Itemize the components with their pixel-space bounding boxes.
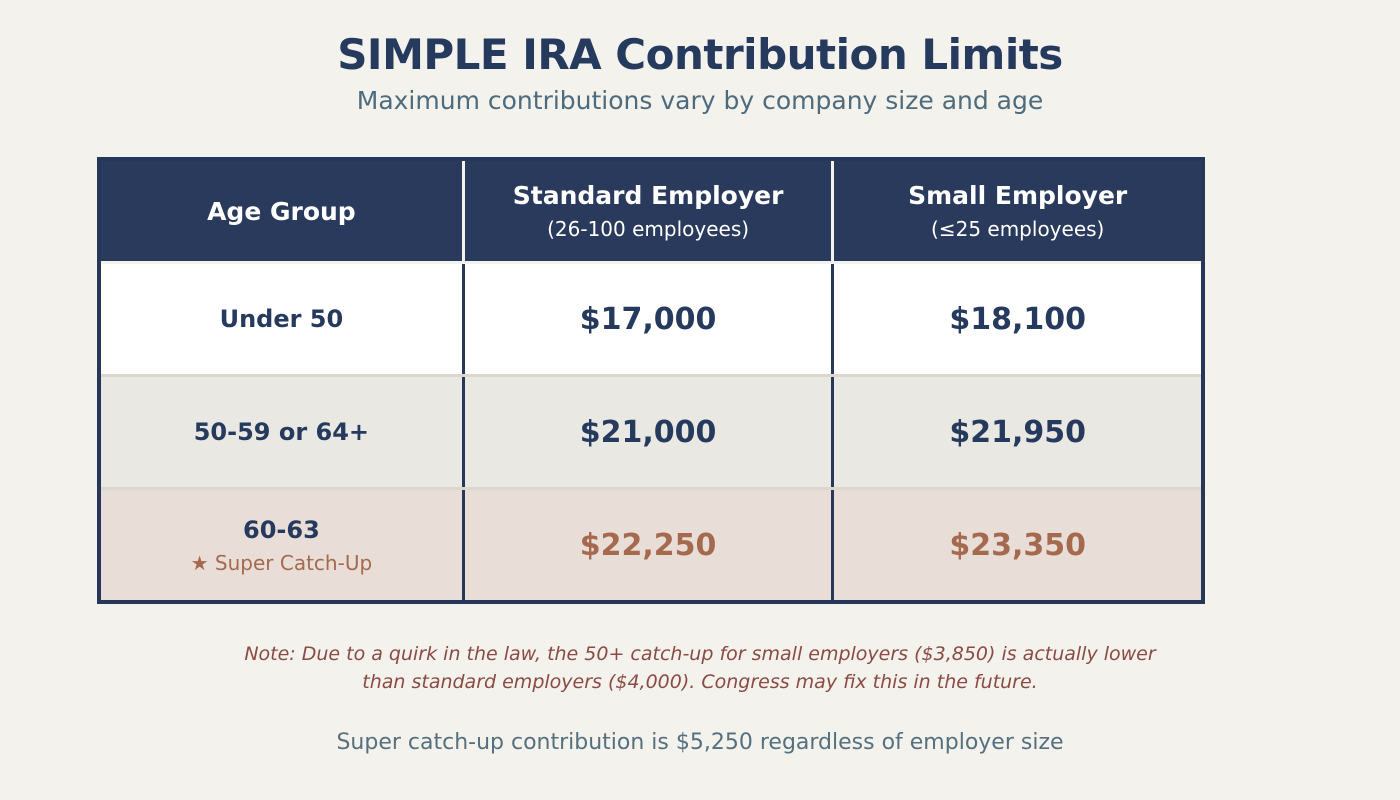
small-employer-cell: $21,950 (831, 377, 1201, 487)
standard-employer-value: $21,000 (579, 414, 717, 450)
super-catch-up-label: Super Catch-Up (214, 550, 373, 575)
page-subtitle: Maximum contributions vary by company si… (356, 86, 1044, 115)
age-group-cell: 60-63 ★ Super Catch-Up (101, 490, 462, 600)
page-title: SIMPLE IRA Contribution Limits (337, 30, 1063, 79)
column-header-label: Standard Employer (512, 181, 784, 210)
column-header-standard-employer: Standard Employer (26-100 employees) (461, 161, 832, 261)
super-catch-up-note: Super catch-up contribution is $5,250 re… (336, 730, 1064, 755)
column-header-sublabel: (26-100 employees) (547, 217, 750, 241)
standard-employer-cell: $17,000 (461, 264, 832, 374)
age-group-cell: Under 50 (101, 264, 462, 374)
standard-employer-cell: $22,250 (461, 490, 832, 600)
age-group-label: 60-63 (243, 515, 320, 544)
contribution-limits-table: Age Group Standard Employer (26-100 empl… (97, 157, 1205, 604)
small-employer-cell: $18,100 (831, 264, 1201, 374)
column-header-age-group: Age Group (101, 161, 462, 261)
column-header-label: Age Group (207, 196, 356, 226)
small-employer-value: $23,350 (949, 527, 1086, 563)
table-row-under-50: Under 50 $17,000 $18,100 (101, 261, 1201, 374)
table-row-50-59-or-64: 50-59 or 64+ $21,000 $21,950 (101, 374, 1201, 487)
small-employer-value: $18,100 (949, 301, 1086, 337)
small-employer-value: $21,950 (949, 414, 1086, 450)
age-group-label: Under 50 (219, 305, 344, 333)
small-employer-cell: $23,350 (831, 490, 1201, 600)
column-header-label: Small Employer (908, 181, 1128, 210)
table-header-row: Age Group Standard Employer (26-100 empl… (101, 161, 1201, 261)
star-icon: ★ (190, 550, 209, 575)
table-row-60-63-super-catch-up: 60-63 ★ Super Catch-Up $22,250 $23,350 (101, 487, 1201, 600)
standard-employer-value: $22,250 (579, 527, 717, 563)
age-group-cell: 50-59 or 64+ (101, 377, 462, 487)
column-header-sublabel: (≤25 employees) (931, 217, 1105, 241)
quirk-note: Note: Due to a quirk in the law, the 50+… (244, 643, 1156, 693)
standard-employer-cell: $21,000 (461, 377, 832, 487)
standard-employer-value: $17,000 (579, 301, 717, 337)
age-group-label: 50-59 or 64+ (193, 418, 370, 446)
column-header-small-employer: Small Employer (≤25 employees) (831, 161, 1201, 261)
super-catch-up-badge: ★ Super Catch-Up (191, 551, 373, 575)
